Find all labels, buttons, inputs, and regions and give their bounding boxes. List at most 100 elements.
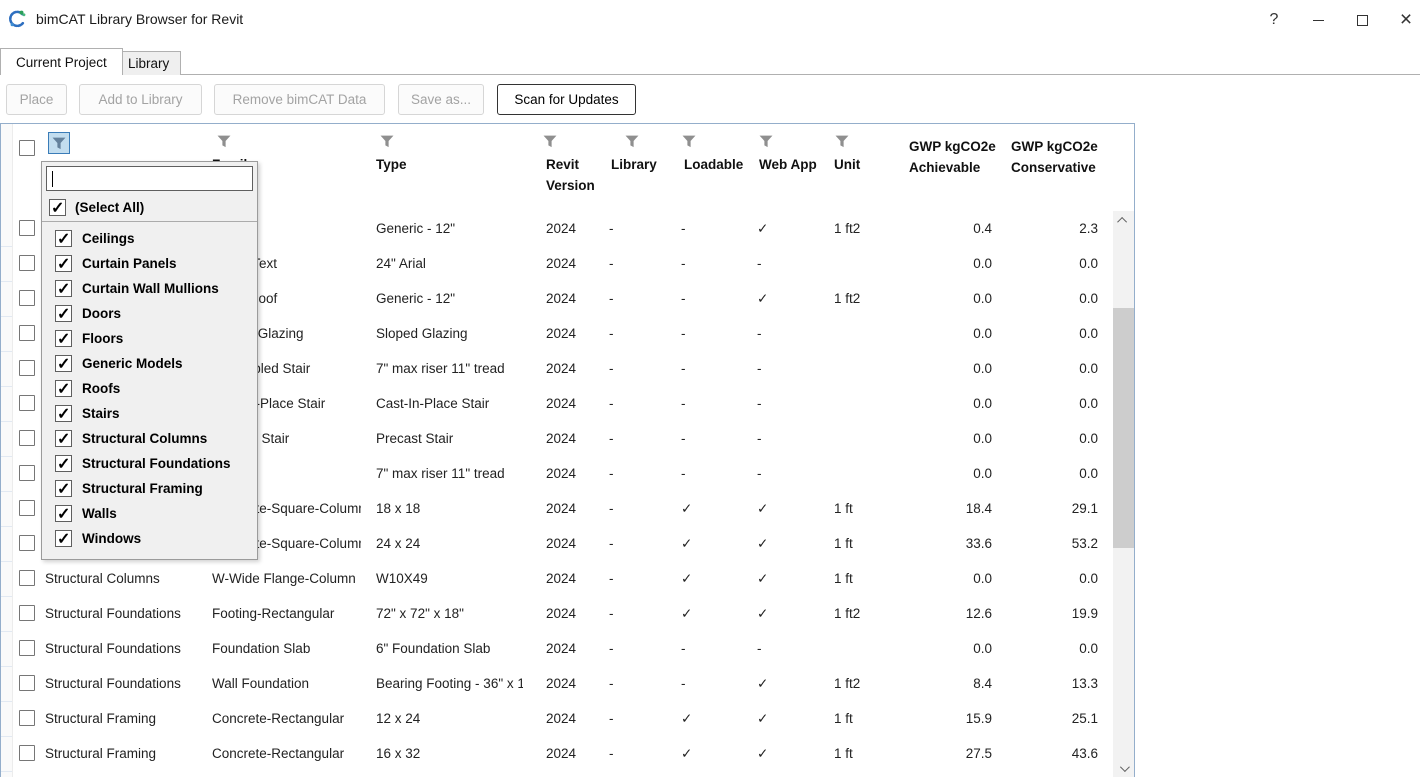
filter-item[interactable]: Curtain Panels [42,251,257,276]
cell-type: Generic - 12" [376,221,456,236]
row-checkbox[interactable] [19,220,35,236]
row-checkbox[interactable] [19,290,35,306]
scroll-down-button[interactable] [1113,759,1134,777]
filter-item-checkbox-checked[interactable] [55,329,72,349]
filter-item[interactable]: Doors [42,301,257,326]
vertical-scrollbar[interactable] [1113,211,1134,777]
remove-bimcat-data-button[interactable]: Remove bimCAT Data [214,84,385,115]
filter-select-all[interactable]: (Select All) [42,195,257,222]
maximize-button[interactable] [1340,0,1384,40]
filter-item[interactable]: Walls [42,501,257,526]
row-checkbox[interactable] [19,640,35,656]
type-filter-button[interactable] [380,135,394,148]
column-header-type[interactable]: Type [376,157,407,172]
scan-for-updates-button[interactable]: Scan for Updates [497,84,636,115]
app-logo-icon [9,10,26,28]
scrollbar-thumb[interactable] [1113,308,1134,548]
cell-revit-version: 2024 [546,221,577,236]
minimize-button[interactable] [1296,0,1340,40]
cell-unit: 1 ft [834,571,853,586]
column-header-revit-version[interactable]: Revit Version [546,157,595,193]
cell-gwp-conservative: 2.3 [1079,221,1098,236]
cell-unit: 1 ft2 [834,291,861,306]
filter-item-label: Curtain Panels [82,256,177,271]
row-checkbox[interactable] [19,500,35,516]
tab-current-project[interactable]: Current Project [0,48,123,75]
loadable-filter-button[interactable] [682,135,696,148]
library-filter-button[interactable] [625,135,639,148]
row-checkbox[interactable] [19,395,35,411]
row-checkbox[interactable] [19,255,35,271]
row-checkbox[interactable] [19,710,35,726]
column-header-unit[interactable]: Unit [834,157,861,172]
row-checkbox[interactable] [19,745,35,761]
unit-filter-button[interactable] [835,135,849,148]
filter-item-checkbox-checked[interactable] [55,429,72,449]
row-checkbox[interactable] [19,535,35,551]
filter-search-box[interactable] [46,166,253,191]
cell-gwp-achievable: 0.0 [973,431,992,446]
filter-search-input[interactable] [47,167,252,190]
row-header-tick [1,701,12,702]
revit-version-filter-button[interactable] [543,135,557,148]
filter-item-checkbox-checked[interactable] [55,504,72,524]
filter-item[interactable]: Structural Framing [42,476,257,501]
filter-item-checkbox-checked[interactable] [55,354,72,374]
cell-unit: 1 ft [834,501,853,516]
filter-item-checkbox-checked[interactable] [55,404,72,424]
column-header-gwp-conservative[interactable]: GWP kgCO2e Conservative [1011,139,1098,175]
column-header-loadable[interactable]: Loadable [684,157,744,172]
filter-item[interactable]: Generic Models [42,351,257,376]
filter-item[interactable]: Roofs [42,376,257,401]
row-checkbox[interactable] [19,570,35,586]
filter-item-label: Structural Framing [82,481,203,496]
cell-web-app: ✓ [757,746,769,761]
filter-item[interactable]: Structural Foundations [42,451,257,476]
cell-unit [834,351,902,386]
close-button[interactable]: × [1399,8,1413,31]
cell-gwp-conservative: 0.0 [1079,571,1098,586]
cell-library: - [609,326,614,341]
cell-gwp-conservative: 29.1 [1071,501,1098,516]
family-filter-button[interactable] [217,135,231,148]
select-all-checkbox-checked[interactable] [49,198,66,218]
row-checkbox[interactable] [19,430,35,446]
filter-item-checkbox-checked[interactable] [55,379,72,399]
filter-item[interactable]: Stairs [42,401,257,426]
tab-strip: Current Project Library [0,48,1420,75]
cell-web-app: ✓ [757,676,769,691]
row-checkbox[interactable] [19,360,35,376]
filter-item-checkbox-checked[interactable] [55,529,72,549]
web-app-filter-button[interactable] [759,135,773,148]
save-as-button[interactable]: Save as... [398,84,484,115]
filter-item[interactable]: Structural Columns [42,426,257,451]
row-checkbox[interactable] [19,465,35,481]
filter-item-checkbox-checked[interactable] [55,479,72,499]
filter-item-checkbox-checked[interactable] [55,454,72,474]
row-checkbox[interactable] [19,325,35,341]
cell-web-app: - [757,256,762,271]
filter-item[interactable]: Floors [42,326,257,351]
row-checkbox[interactable] [19,675,35,691]
category-filter-button-active[interactable] [48,132,70,154]
scroll-up-button[interactable] [1113,211,1134,229]
filter-item[interactable]: Ceilings [42,226,257,251]
tab-library[interactable]: Library [116,51,182,75]
filter-item-checkbox-checked[interactable] [55,279,72,299]
add-to-library-button[interactable]: Add to Library [79,84,202,115]
column-header-gwp-achievable[interactable]: GWP kgCO2e Achievable [909,139,996,175]
filter-item-checkbox-checked[interactable] [55,254,72,274]
filter-item-checkbox-checked[interactable] [55,304,72,324]
filter-item[interactable]: Windows [42,526,257,551]
filter-item[interactable]: Curtain Wall Mullions [42,276,257,301]
column-header-web-app[interactable]: Web App [759,157,817,172]
select-all-rows-checkbox[interactable] [19,140,35,156]
column-header-library[interactable]: Library [611,157,657,172]
place-button[interactable]: Place [6,84,67,115]
row-checkbox[interactable] [19,605,35,621]
toolbar: Place Add to Library Remove bimCAT Data … [0,84,1420,116]
cell-revit-version: 2024 [546,361,577,376]
help-button[interactable]: ? [1269,11,1279,28]
cell-type: 12 x 24 [376,711,421,726]
filter-item-checkbox-checked[interactable] [55,229,72,249]
